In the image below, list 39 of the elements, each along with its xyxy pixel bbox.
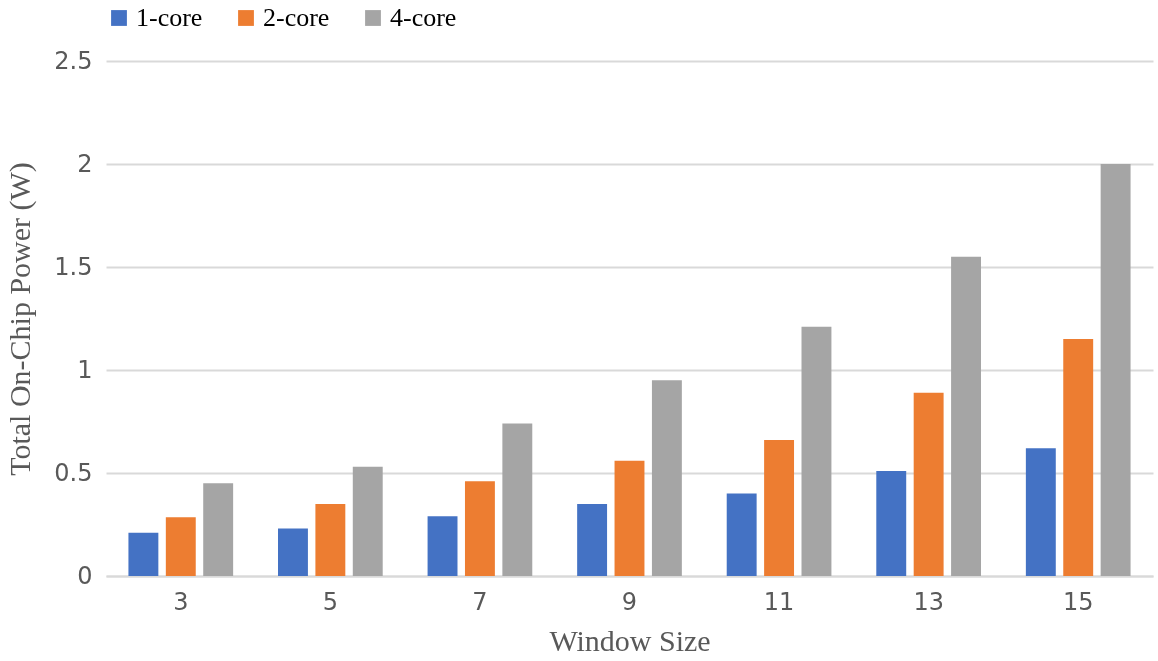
bar bbox=[315, 503, 346, 576]
x-tick-label: 13 bbox=[913, 587, 944, 616]
y-tick-label: 2 bbox=[77, 149, 93, 178]
bar bbox=[651, 380, 682, 576]
bar bbox=[1025, 448, 1056, 576]
bar bbox=[278, 528, 308, 576]
y-axis-title: Total On-Chip Power (W) bbox=[3, 162, 38, 476]
x-tick-label: 5 bbox=[322, 587, 338, 616]
x-tick-label: 7 bbox=[472, 587, 488, 616]
bar bbox=[464, 481, 495, 576]
legend-label: 1-core bbox=[136, 3, 203, 32]
bar bbox=[801, 326, 832, 576]
legend-label: 2-core bbox=[263, 3, 330, 32]
legend-label: 4-core bbox=[390, 3, 457, 32]
bar bbox=[352, 466, 383, 576]
y-tick-label: 1 bbox=[77, 355, 93, 384]
x-tick-label: 15 bbox=[1062, 587, 1094, 616]
bar bbox=[128, 532, 159, 576]
x-tick-label: 11 bbox=[763, 587, 795, 616]
x-tick-label: 9 bbox=[621, 587, 638, 616]
y-tick-label: 0.5 bbox=[54, 458, 93, 487]
bar bbox=[913, 392, 944, 576]
bar bbox=[165, 517, 196, 576]
bar bbox=[876, 470, 907, 576]
y-tick-label: 2.5 bbox=[54, 46, 93, 75]
bar bbox=[726, 493, 757, 576]
x-tick-label: 3 bbox=[173, 587, 189, 616]
bar bbox=[951, 256, 981, 576]
bar bbox=[1100, 164, 1131, 576]
bar bbox=[203, 483, 234, 576]
x-axis-title: Window Size bbox=[549, 623, 711, 657]
bar bbox=[1063, 339, 1094, 576]
y-tick-label: 1.5 bbox=[54, 252, 93, 281]
bar bbox=[502, 423, 533, 576]
bar bbox=[577, 503, 608, 576]
y-tick-label: 0 bbox=[77, 561, 93, 590]
bar bbox=[614, 460, 645, 576]
bar bbox=[427, 516, 458, 576]
bar bbox=[764, 440, 795, 576]
